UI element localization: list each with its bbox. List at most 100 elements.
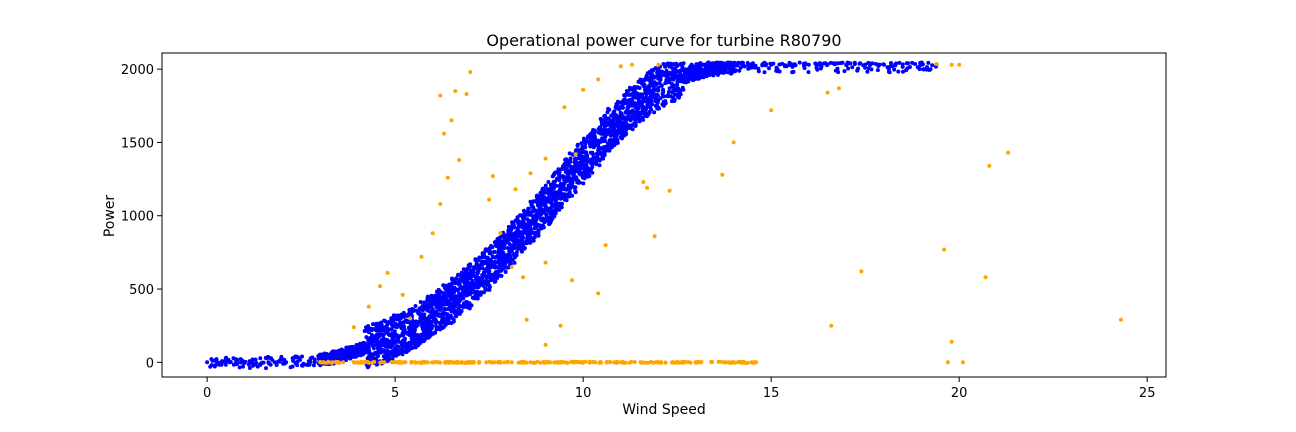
normal-point [753, 63, 758, 68]
outlier-point [367, 360, 371, 365]
normal-point [660, 69, 665, 74]
outlier-point [934, 62, 939, 66]
normal-point [806, 62, 811, 67]
outlier-point [552, 360, 557, 365]
outlier-point [521, 275, 525, 280]
normal-point [385, 344, 390, 349]
outlier-point [575, 360, 580, 365]
outlier-point [548, 360, 553, 365]
outlier-point [769, 108, 774, 113]
normal-point [690, 70, 695, 75]
outlier-point [528, 171, 533, 176]
normal-point [445, 314, 450, 319]
normal-point [735, 63, 740, 68]
normal-point [896, 69, 901, 74]
normal-point [644, 76, 649, 81]
normal-point [655, 69, 660, 74]
normal-point [463, 282, 468, 287]
normal-point [513, 237, 518, 242]
outlier-point [321, 360, 326, 365]
normal-point [665, 75, 670, 80]
x-tick-label: 5 [391, 386, 399, 401]
normal-point [500, 262, 505, 267]
normal-point [714, 62, 719, 66]
outlier-point [408, 316, 413, 321]
normal-point [584, 162, 589, 167]
normal-point [394, 353, 399, 358]
normal-point [606, 147, 610, 152]
normal-point [372, 336, 377, 341]
normal-point [394, 325, 399, 330]
outlier-point [949, 62, 954, 67]
normal-point [584, 152, 589, 157]
outlier-point [731, 360, 735, 364]
normal-point [897, 60, 902, 65]
normal-point [463, 270, 468, 275]
normal-point [590, 137, 595, 142]
normal-point [546, 191, 551, 196]
normal-point [658, 96, 663, 101]
outlier-point [738, 360, 743, 365]
normal-point [558, 175, 563, 180]
outlier-point [618, 64, 623, 69]
outlier-point [596, 291, 601, 296]
outlier-point [587, 359, 592, 364]
normal-point [574, 163, 579, 168]
normal-point [379, 323, 384, 328]
outlier-point [509, 360, 514, 365]
normal-point [341, 348, 346, 353]
normal-point [460, 277, 465, 282]
normal-point [925, 65, 929, 70]
normal-point [498, 235, 502, 240]
normal-point [582, 176, 587, 181]
outlier-point [745, 360, 750, 365]
normal-point [855, 68, 860, 73]
normal-point [630, 108, 635, 113]
normal-point [831, 61, 836, 66]
normal-point [444, 317, 449, 322]
outlier-point [649, 359, 654, 364]
normal-point [375, 346, 380, 351]
outlier-point [670, 360, 675, 364]
normal-point [569, 178, 574, 183]
normal-point [495, 265, 500, 270]
normal-point [418, 341, 422, 346]
normal-point [531, 209, 536, 213]
normal-point [462, 274, 467, 279]
normal-point [526, 230, 531, 235]
normal-point [582, 166, 587, 171]
normal-point [494, 240, 499, 245]
normal-point [521, 217, 526, 221]
normal-point [408, 327, 413, 332]
outlier-point [459, 360, 464, 365]
outlier-point [559, 360, 564, 365]
normal-point [697, 66, 702, 71]
normal-point [633, 102, 638, 107]
normal-point [377, 334, 381, 339]
normal-point [764, 62, 769, 67]
normal-point [539, 207, 544, 212]
normal-point [209, 363, 214, 368]
normal-point [300, 354, 304, 359]
outlier-point [724, 360, 728, 365]
normal-point [412, 327, 417, 332]
outlier-point [425, 360, 430, 365]
outlier-point [355, 360, 360, 365]
normal-point [396, 344, 401, 349]
outlier-point [688, 360, 693, 365]
normal-point [476, 264, 480, 269]
normal-point [397, 334, 402, 339]
normal-point [431, 331, 436, 336]
normal-point [542, 220, 547, 225]
normal-point [482, 290, 486, 295]
outlier-point [632, 360, 637, 364]
normal-point [769, 62, 774, 67]
normal-point [433, 293, 438, 298]
normal-point [531, 205, 536, 210]
normal-point [618, 105, 623, 110]
outlier-points-series [318, 62, 1123, 365]
normal-point [374, 362, 379, 367]
normal-point [647, 105, 652, 109]
normal-point [403, 336, 407, 341]
outlier-point [513, 187, 518, 192]
